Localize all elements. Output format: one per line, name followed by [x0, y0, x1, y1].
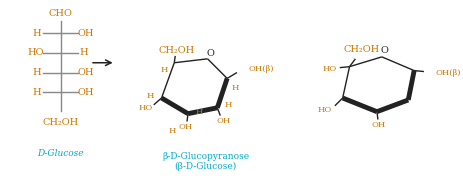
Text: HO: HO	[317, 106, 332, 114]
Text: H: H	[224, 101, 232, 109]
Text: H: H	[33, 29, 41, 38]
Text: OH: OH	[78, 68, 94, 77]
Text: HO: HO	[322, 65, 336, 73]
Text: H: H	[168, 127, 175, 135]
Text: D-Glucose: D-Glucose	[38, 149, 84, 158]
Text: HO: HO	[138, 104, 153, 112]
Text: O: O	[206, 49, 214, 58]
Text: OH: OH	[78, 29, 94, 38]
Text: H: H	[194, 108, 202, 116]
Text: OH: OH	[179, 123, 193, 131]
Text: CH₂OH: CH₂OH	[343, 44, 379, 54]
Text: H: H	[33, 88, 41, 97]
Text: OH: OH	[78, 88, 94, 97]
Text: O: O	[380, 46, 388, 56]
Text: (β-D-Glucose): (β-D-Glucose)	[174, 162, 236, 171]
Text: CH₂OH: CH₂OH	[43, 118, 79, 127]
Text: H: H	[80, 48, 88, 58]
Text: HO: HO	[27, 48, 44, 58]
Text: OH(β): OH(β)	[248, 65, 274, 73]
Text: H: H	[161, 66, 168, 74]
Text: H: H	[33, 68, 41, 77]
Text: OH: OH	[216, 117, 230, 126]
Text: OH: OH	[371, 121, 385, 129]
Text: β-D-Glucopyranose: β-D-Glucopyranose	[162, 152, 249, 161]
Text: H: H	[146, 92, 153, 100]
Text: H: H	[231, 84, 238, 92]
Text: CH₂OH: CH₂OH	[158, 45, 194, 55]
Text: OH(β): OH(β)	[435, 68, 460, 76]
Text: CHO: CHO	[49, 9, 73, 18]
